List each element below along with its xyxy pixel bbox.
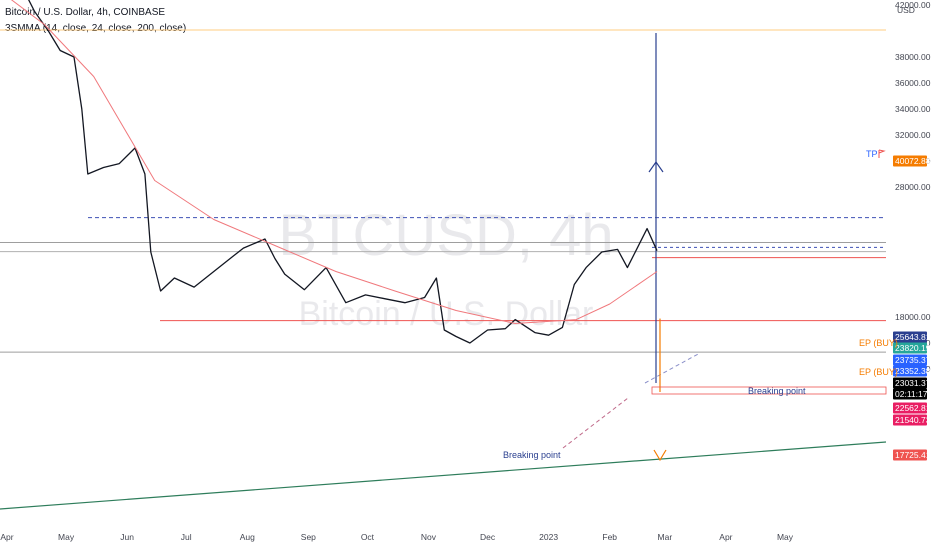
channel-line-upper [644,352,701,384]
y-tick-label: 18000.00 [895,312,931,322]
y-tick-label: 36000.00 [895,78,931,88]
price-tag [893,449,927,461]
drawings [0,33,887,510]
currency-label: USD [897,5,915,15]
price-tag [893,365,927,377]
price-tag-label: 23735.37 [895,355,931,365]
x-tick-label: Mar [658,532,673,542]
x-tick-label: 2023 [539,532,558,542]
x-tick-label: Feb [602,532,617,542]
y-tick-label: 42000.00 [895,0,931,10]
x-tick-label: Jul [181,532,192,542]
y-axis: 14000.0016000.0018000.0028000.0030000.00… [895,0,931,374]
flag-icon [878,149,886,158]
price-tag-label: 17725.41 [895,450,931,460]
x-tick-label: May [58,532,75,542]
breaking-point-label-1: Breaking point [748,386,806,396]
price-tag-label: 23352.38 [895,366,931,376]
price-tag-label: 21540.73 [895,415,931,425]
tp-label: TP [866,149,878,159]
chart-title: Bitcoin / U.S. Dollar, 4h, COINBASE [5,7,165,18]
price-tag [893,331,927,343]
price-tag [893,155,927,167]
horizontal-lines [0,29,886,353]
support-arrow-head [653,449,667,462]
y-tick-label: 38000.00 [895,52,931,62]
watermark-symbol: BTCUSD, 4h [278,203,613,268]
price-tag [893,377,927,389]
x-tick-label: Nov [421,532,437,542]
y-tick-label: 28000.00 [895,182,931,192]
x-axis: Apr May Jun Jul Aug Sep Oct Nov Dec 2023 Feb Mar Apr… [0,532,793,542]
watermark-name: Bitcoin / U.S. Dollar [299,295,594,333]
ep-buy-label-1: EP (BUY) [859,338,898,348]
x-tick-label: Apr [0,532,13,542]
price-tag [893,342,927,354]
x-tick-label: May [777,532,794,542]
breaking-point-box [651,386,887,395]
price-tag [893,414,927,426]
indicator-label: 3SMMA (14, close, 24, close, 200, close) [5,23,186,34]
price-tag-label: 40072.88 [895,156,931,166]
series-layer [10,0,658,344]
y-tick-label: 34000.00 [895,104,931,114]
x-tick-label: Jun [120,532,134,542]
trend-line [0,441,887,510]
y-tick-label: 32000.00 [895,130,931,140]
price-tag-label: 02:11:17 [895,389,928,399]
price-tag-label: 23031.37 [895,378,931,388]
ep-buy-label-2: EP (BUY) [859,367,898,377]
x-tick-label: Apr [719,532,732,542]
x-tick-label: Oct [361,532,375,542]
price-tag-label: 25643.81 [895,332,931,342]
price-tag-label: 22562.81 [895,403,931,413]
price-tag [893,402,927,414]
x-tick-label: Aug [240,532,255,542]
price-tag-label: 23820.19 [895,343,931,353]
breaking-point-label-2: Breaking point [503,450,561,460]
price-tag [893,354,927,366]
tp-arrow-head [648,160,664,173]
price-tag [893,388,927,400]
x-tick-label: Sep [301,532,316,542]
smma-200-line [10,0,658,324]
x-tick-label: Dec [480,532,496,542]
